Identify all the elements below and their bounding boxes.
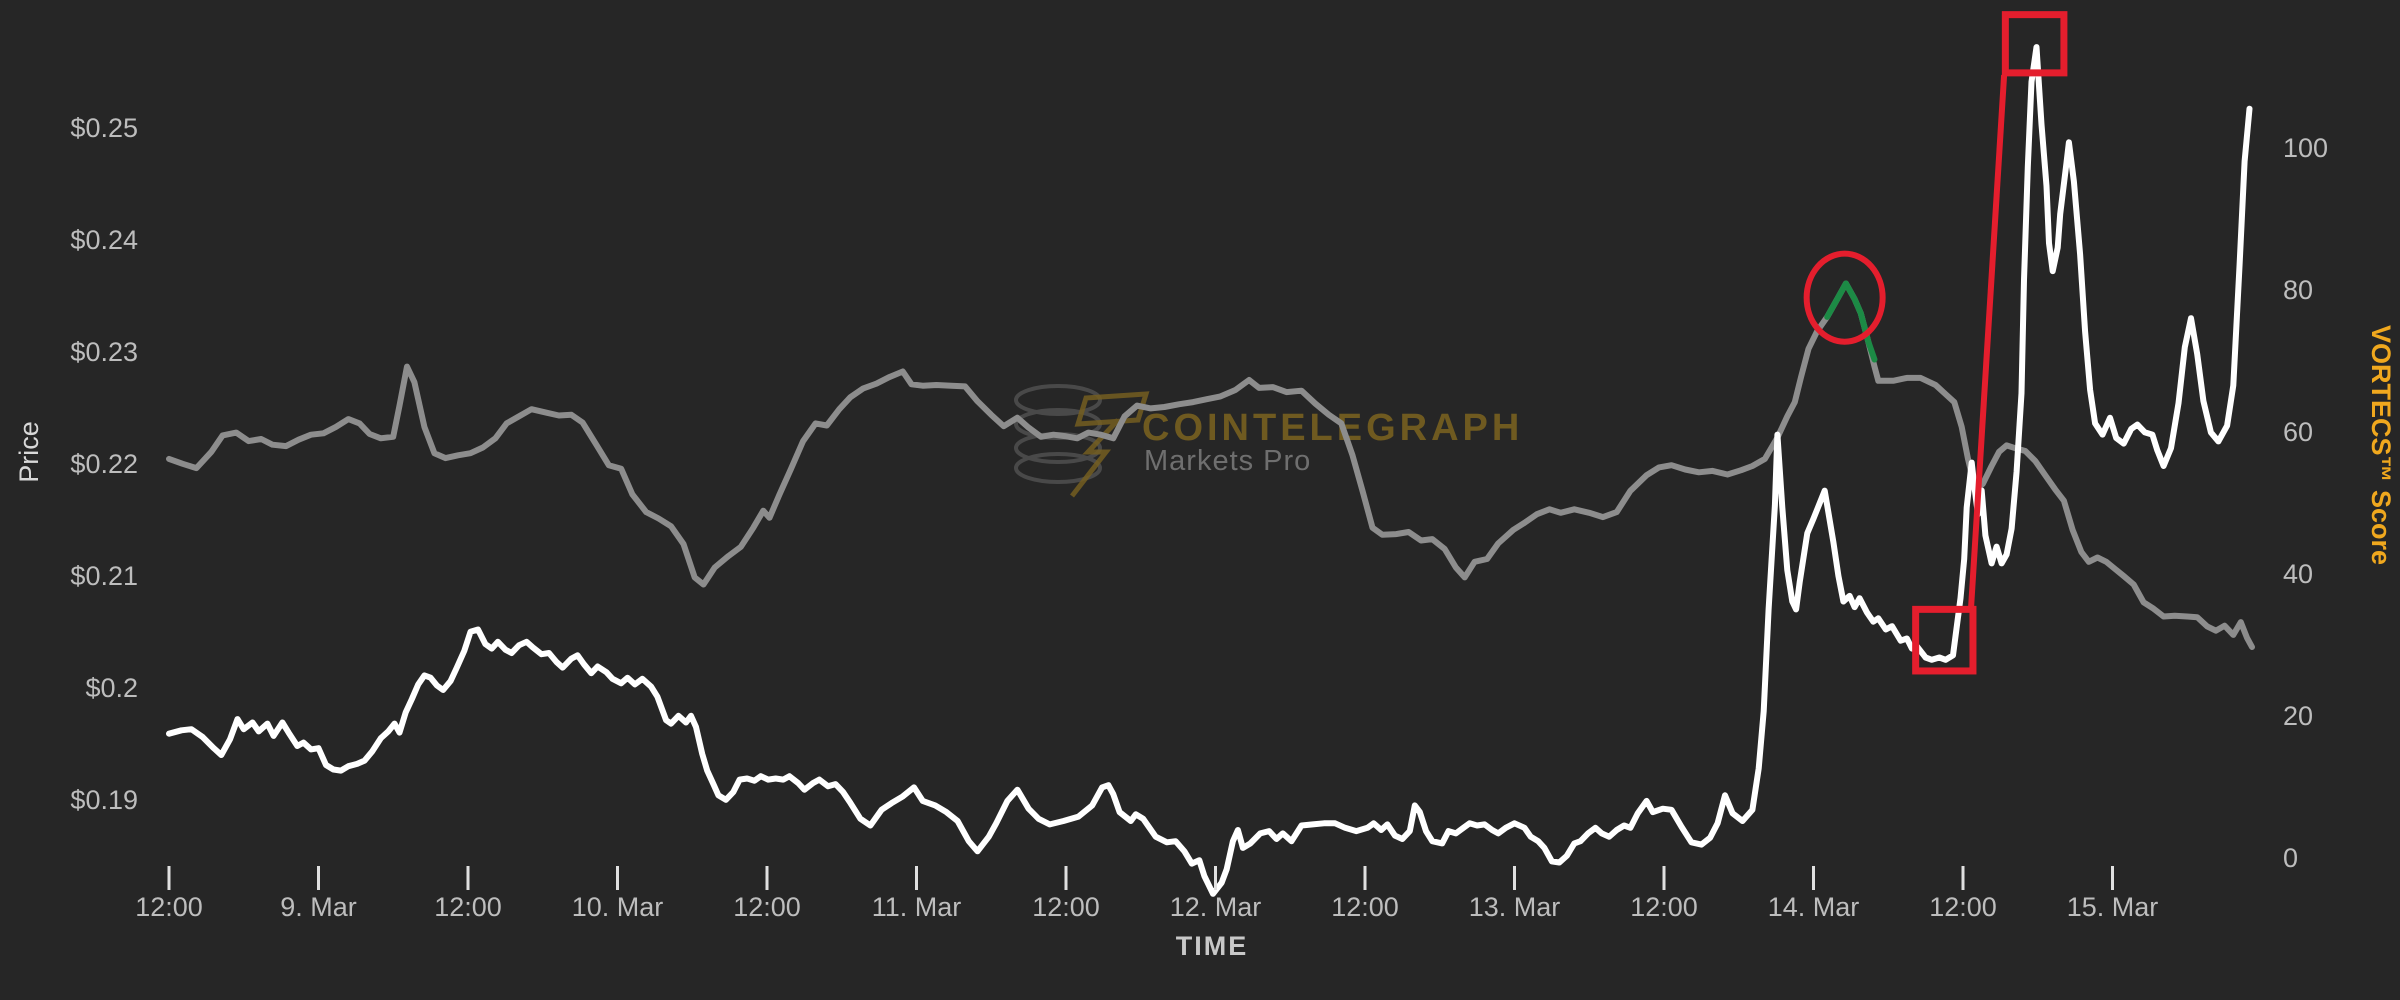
score-tick-label: 100	[2283, 133, 2328, 163]
score-tick-label: 80	[2283, 275, 2313, 305]
price-axis-title: Price	[14, 421, 44, 483]
annotation-connector-line	[1968, 74, 2008, 608]
annotation-rect-bottom	[1912, 605, 1977, 675]
vortecs-axis-title: VORTECS™ Score	[2366, 325, 2396, 565]
price-tick-label: $0.2	[85, 673, 138, 703]
price-tick-label: $0.19	[70, 785, 138, 815]
time-tick-label: 12:00	[1331, 892, 1399, 922]
watermark-product: Markets Pro	[1144, 445, 1311, 477]
score-tick-label: 0	[2283, 843, 2298, 873]
annotation-circle-score-peak	[1803, 250, 1886, 345]
time-tick-label: 15. Mar	[2067, 892, 2159, 922]
annotation-rect-top-peak	[2001, 11, 2068, 77]
time-tick-label: 11. Mar	[872, 892, 962, 922]
time-tick-label: 12:00	[1630, 892, 1698, 922]
time-tick-label: 12:00	[1032, 892, 1100, 922]
time-tick-label: 14. Mar	[1768, 892, 1860, 922]
price-tick-label: $0.24	[70, 225, 138, 255]
price-tick-label: $0.23	[70, 337, 138, 367]
time-tick-label: 12. Mar	[1170, 892, 1262, 922]
score-highlight-segment	[1824, 280, 1878, 363]
price-tick-label: $0.22	[70, 449, 138, 479]
time-tick-label: 10. Mar	[572, 892, 664, 922]
time-tick-label: 13. Mar	[1469, 892, 1561, 922]
time-tick-label: 12:00	[733, 892, 801, 922]
watermark-brand: COINTELEGRAPH	[1142, 407, 1523, 449]
cointelegraph-logo-icon	[1014, 384, 1150, 498]
score-tick-label: 20	[2283, 701, 2313, 731]
score-tick-label: 60	[2283, 417, 2313, 447]
cointelegraph-watermark: COINTELEGRAPH Markets Pro	[1014, 384, 1523, 498]
score-tick-label: 40	[2283, 559, 2313, 589]
time-tick-label: 12:00	[135, 892, 203, 922]
price-tick-label: $0.21	[70, 561, 138, 591]
price-tick-label: $0.25	[70, 113, 138, 143]
time-tick-label: 12:00	[1929, 892, 1997, 922]
time-tick-label: 12:00	[434, 892, 502, 922]
time-tick-label: 9. Mar	[280, 892, 357, 922]
price-line	[166, 44, 2253, 897]
time-axis-title: TIME	[1176, 931, 1249, 961]
